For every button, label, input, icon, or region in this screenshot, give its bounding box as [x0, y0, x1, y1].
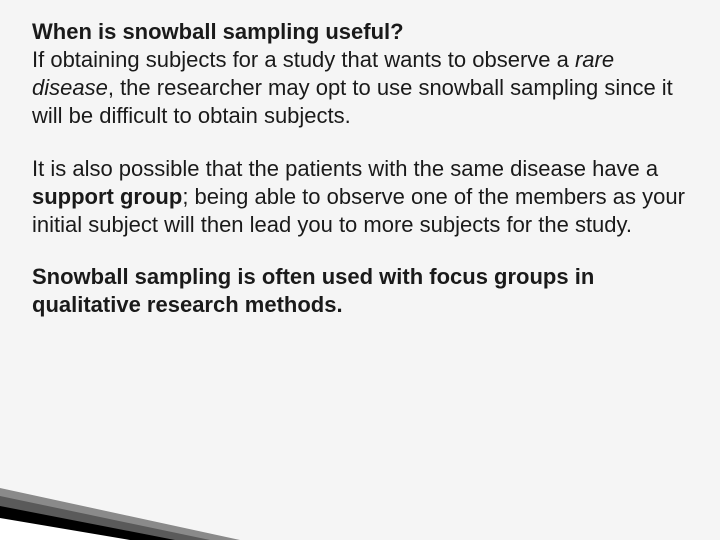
p1-text-b: , the researcher may opt to use snowball… [32, 75, 673, 128]
paragraph-3: Snowball sampling is often used with foc… [32, 263, 688, 319]
paragraph-1: When is snowball sampling useful? If obt… [32, 18, 688, 131]
p1-text-a: If obtaining subjects for a study that w… [32, 47, 575, 72]
paragraph-2: It is also possible that the patients wi… [32, 155, 688, 239]
p2-bold: support group [32, 184, 182, 209]
p3-bold: Snowball sampling is often used with foc… [32, 264, 594, 317]
heading: When is snowball sampling useful? [32, 19, 404, 44]
slide-container: When is snowball sampling useful? If obt… [0, 0, 720, 540]
corner-decoration-icon [0, 480, 280, 540]
p2-text-a: It is also possible that the patients wi… [32, 156, 658, 181]
